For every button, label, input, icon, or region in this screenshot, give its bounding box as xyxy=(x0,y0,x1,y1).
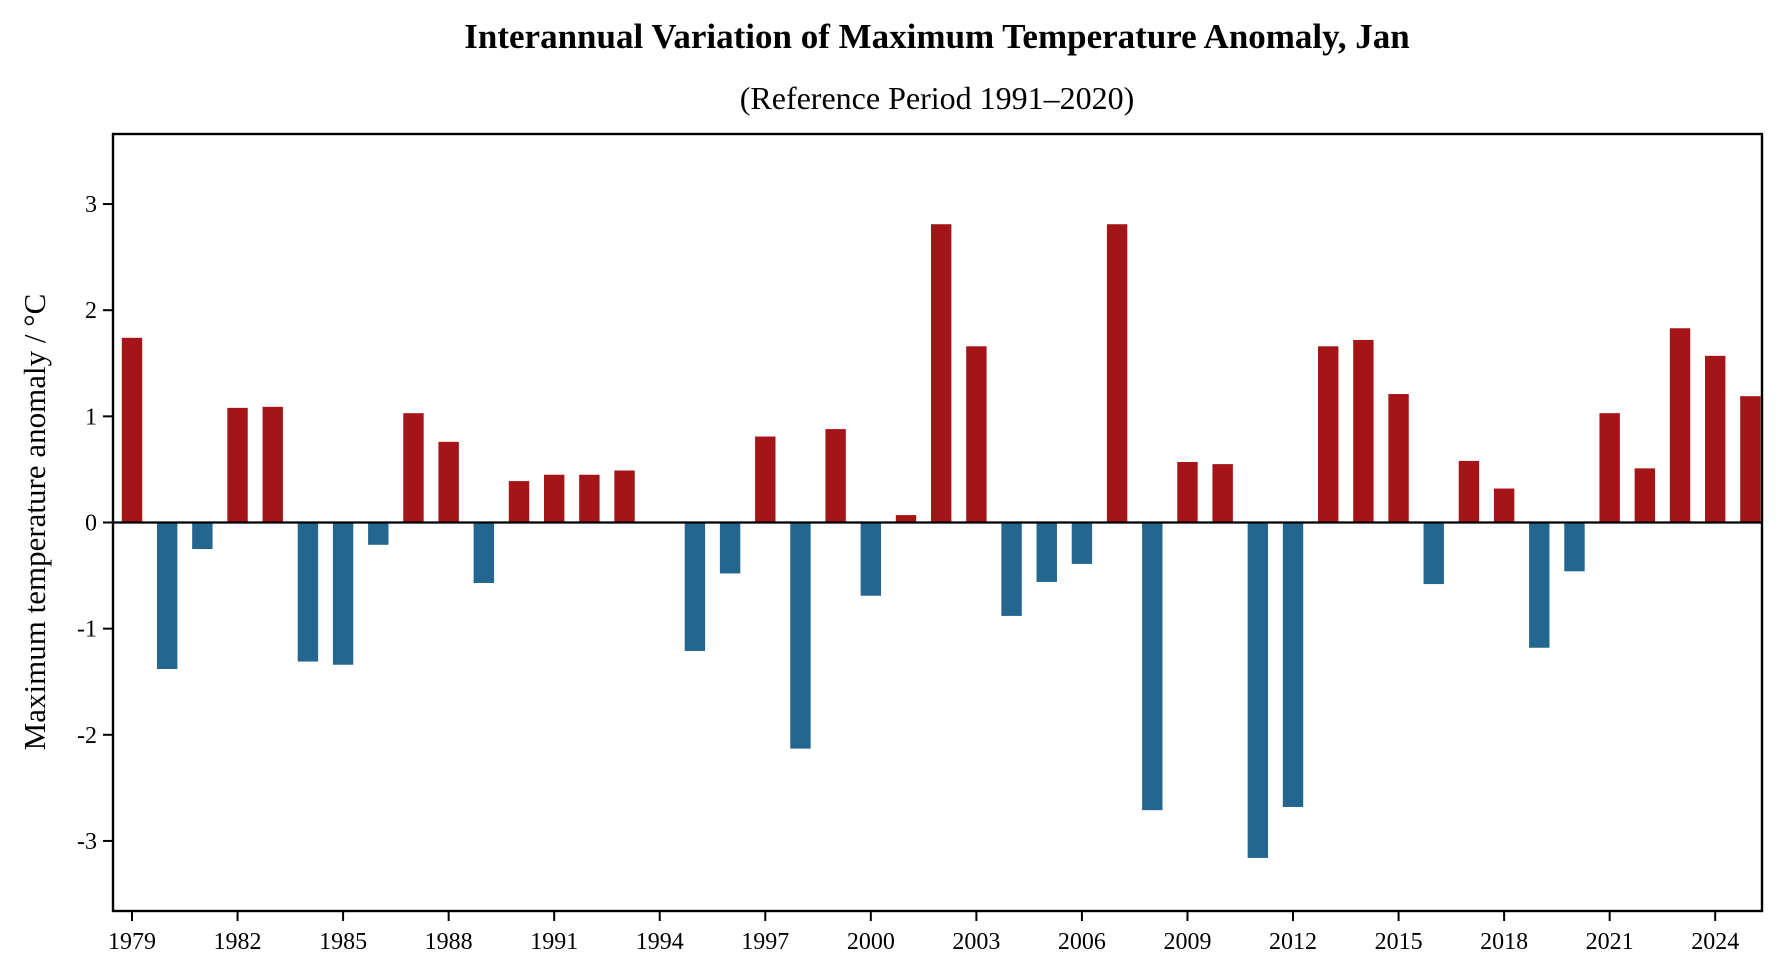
bar-1996 xyxy=(719,522,741,574)
y-tick-label: -2 xyxy=(77,723,97,749)
bar-1981 xyxy=(192,522,213,550)
y-tick-label: -3 xyxy=(77,829,97,855)
bar-2006 xyxy=(1071,522,1093,564)
bar-2000 xyxy=(860,522,882,596)
bar-2002 xyxy=(930,224,952,523)
bar-2009 xyxy=(1177,461,1198,523)
bar-2023 xyxy=(1669,328,1691,523)
bar-1998 xyxy=(790,522,811,749)
x-tick-label: 2006 xyxy=(1058,929,1106,955)
axes-frame xyxy=(111,132,1764,913)
x-tick-label: 1979 xyxy=(108,929,156,955)
bar-1992 xyxy=(579,474,600,523)
bar-2015 xyxy=(1388,394,1409,523)
x-tick-label: 1991 xyxy=(530,929,578,955)
x-ticks: 1979 1982 1985 1988 1991 1994 1997 2000 2003 2006… xyxy=(108,911,1739,955)
bar-1993 xyxy=(614,470,635,523)
y-tick-label: 0 xyxy=(85,511,97,537)
bar-1983 xyxy=(262,406,283,523)
bar-2014 xyxy=(1353,339,1374,523)
bar-2019 xyxy=(1529,522,1550,648)
y-axis-label: Maximum temperature anomaly / °C xyxy=(17,294,52,751)
bar-1987 xyxy=(403,413,424,523)
bar-1988 xyxy=(438,441,459,523)
x-tick-label: 2000 xyxy=(847,929,895,955)
bar-1979 xyxy=(121,337,143,523)
chart-title: Interannual Variation of Maximum Tempera… xyxy=(464,17,1409,56)
y-tick-label: 1 xyxy=(85,404,97,430)
x-tick-label: 1985 xyxy=(319,929,367,955)
bar-2012 xyxy=(1282,522,1304,807)
bar-1982 xyxy=(227,407,248,523)
x-tick-label: 1997 xyxy=(741,929,789,955)
bar-1995 xyxy=(684,522,706,651)
bar-2004 xyxy=(1001,522,1022,616)
bar-2001 xyxy=(895,515,917,523)
bar-1980 xyxy=(156,522,178,669)
x-tick-label: 2024 xyxy=(1691,929,1739,955)
bar-2003 xyxy=(966,346,987,523)
y-ticks: -3 -2 -1 0 1 2 3 xyxy=(77,192,113,855)
bar-2016 xyxy=(1423,522,1444,585)
bar-1985 xyxy=(332,522,354,665)
bar-2013 xyxy=(1317,346,1339,523)
bar-2025 xyxy=(1740,396,1761,523)
bar-1997 xyxy=(755,436,776,523)
x-tick-label: 2003 xyxy=(952,929,1000,955)
bar-1991 xyxy=(543,474,565,523)
bar-2010 xyxy=(1212,464,1233,523)
bar-1984 xyxy=(297,522,319,662)
y-tick-label: -1 xyxy=(77,617,97,643)
x-tick-label: 2012 xyxy=(1269,929,1317,955)
bar-2005 xyxy=(1036,522,1057,582)
bar-2017 xyxy=(1458,460,1480,523)
x-tick-label: 1988 xyxy=(425,929,473,955)
bar-2018 xyxy=(1493,488,1515,523)
bar-2008 xyxy=(1142,522,1163,811)
bar-2007 xyxy=(1106,224,1128,523)
y-tick-label: 2 xyxy=(85,298,97,324)
x-tick-label: 2015 xyxy=(1375,929,1423,955)
x-tick-label: 1982 xyxy=(214,929,262,955)
bar-1989 xyxy=(473,522,495,584)
x-tick-label: 1994 xyxy=(636,929,684,955)
bar-1999 xyxy=(825,429,846,523)
bars-group xyxy=(121,224,1761,858)
bar-1990 xyxy=(508,481,530,523)
bar-1986 xyxy=(368,522,389,545)
chart-subtitle: (Reference Period 1991–2020) xyxy=(740,80,1135,116)
x-tick-label: 2021 xyxy=(1586,929,1634,955)
bar-2021 xyxy=(1599,413,1620,523)
bar-2011 xyxy=(1247,522,1269,858)
x-tick-label: 2009 xyxy=(1163,929,1211,955)
bar-2024 xyxy=(1705,355,1726,523)
x-tick-label: 2018 xyxy=(1480,929,1528,955)
bar-2022 xyxy=(1634,468,1656,523)
y-tick-label: 3 xyxy=(85,192,97,218)
bar-2020 xyxy=(1564,522,1585,572)
